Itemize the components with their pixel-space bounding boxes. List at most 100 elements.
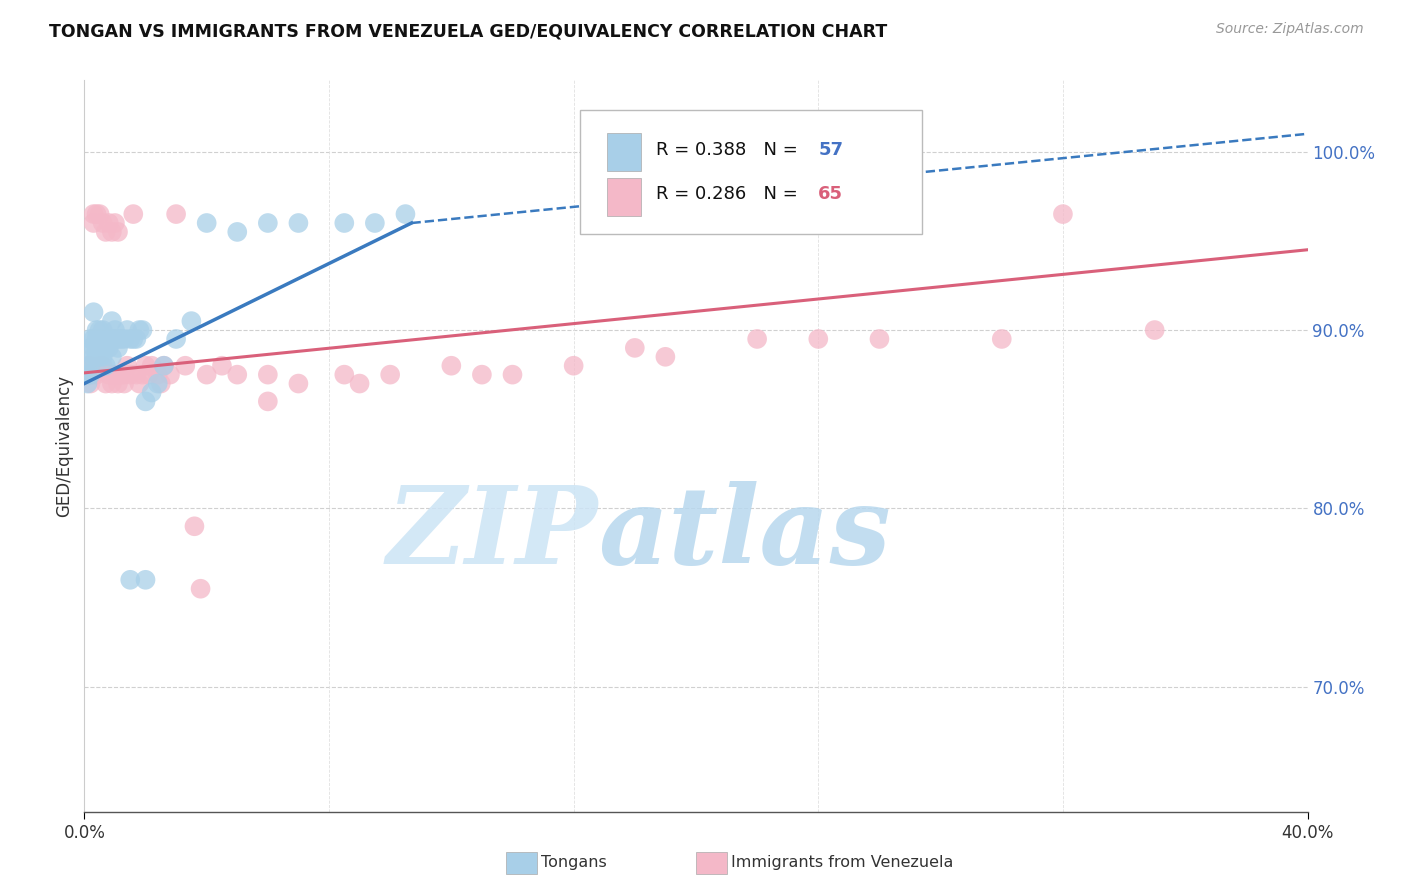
- Point: [226, 225, 249, 239]
- Point: [562, 359, 585, 373]
- Point: [86, 332, 108, 346]
- Point: [226, 368, 249, 382]
- Point: [107, 341, 129, 355]
- Point: [110, 332, 132, 346]
- Point: [190, 582, 212, 596]
- Point: [97, 368, 120, 382]
- Point: [79, 341, 101, 355]
- Point: [128, 323, 150, 337]
- Text: Immigrants from Venezuela: Immigrants from Venezuela: [731, 855, 953, 870]
- Point: [94, 341, 117, 355]
- Point: [747, 332, 769, 346]
- Point: [287, 376, 309, 391]
- Point: [146, 368, 169, 382]
- Point: [89, 207, 111, 221]
- Point: [79, 376, 101, 391]
- Point: [364, 216, 387, 230]
- Point: [101, 314, 124, 328]
- Point: [76, 376, 98, 391]
- Text: R = 0.388   N =: R = 0.388 N =: [655, 141, 803, 159]
- Point: [89, 323, 111, 337]
- Text: atlas: atlas: [598, 481, 891, 587]
- Point: [104, 216, 127, 230]
- Point: [89, 359, 111, 373]
- Point: [94, 332, 117, 346]
- Point: [86, 207, 108, 221]
- Point: [807, 332, 830, 346]
- Point: [257, 394, 280, 409]
- Point: [76, 368, 98, 382]
- Text: ZIP: ZIP: [387, 481, 598, 587]
- Point: [135, 394, 157, 409]
- Point: [502, 368, 524, 382]
- Point: [76, 359, 98, 373]
- Point: [83, 332, 105, 346]
- Point: [97, 341, 120, 355]
- Point: [89, 332, 111, 346]
- Point: [153, 359, 176, 373]
- Point: [79, 332, 101, 346]
- Point: [101, 376, 124, 391]
- Point: [257, 368, 280, 382]
- Point: [91, 216, 114, 230]
- Point: [112, 376, 135, 391]
- Point: [165, 332, 187, 346]
- Point: [107, 332, 129, 346]
- Point: [79, 368, 101, 382]
- Point: [141, 385, 163, 400]
- Point: [135, 573, 157, 587]
- Point: [869, 332, 891, 346]
- Point: [211, 359, 233, 373]
- Point: [112, 368, 135, 382]
- Point: [287, 216, 309, 230]
- Point: [76, 368, 98, 382]
- Point: [83, 216, 105, 230]
- Point: [183, 519, 205, 533]
- Point: [159, 368, 181, 382]
- Text: 57: 57: [818, 141, 844, 159]
- Point: [138, 368, 160, 382]
- Point: [89, 341, 111, 355]
- Point: [131, 323, 153, 337]
- Point: [83, 350, 105, 364]
- Point: [94, 376, 117, 391]
- Point: [257, 216, 280, 230]
- Point: [122, 332, 145, 346]
- Point: [97, 216, 120, 230]
- Point: [110, 368, 132, 382]
- Point: [76, 359, 98, 373]
- Point: [131, 368, 153, 382]
- Point: [380, 368, 402, 382]
- Point: [107, 225, 129, 239]
- Point: [86, 368, 108, 382]
- Point: [135, 359, 157, 373]
- Point: [79, 359, 101, 373]
- Point: [149, 376, 172, 391]
- Point: [394, 207, 416, 221]
- Point: [125, 332, 148, 346]
- Point: [122, 207, 145, 221]
- Point: [180, 314, 202, 328]
- Point: [91, 350, 114, 364]
- Point: [115, 323, 138, 337]
- Point: [94, 359, 117, 373]
- Point: [195, 368, 218, 382]
- FancyBboxPatch shape: [579, 110, 922, 234]
- Point: [101, 332, 124, 346]
- Point: [94, 225, 117, 239]
- Text: TONGAN VS IMMIGRANTS FROM VENEZUELA GED/EQUIVALENCY CORRELATION CHART: TONGAN VS IMMIGRANTS FROM VENEZUELA GED/…: [49, 22, 887, 40]
- Point: [101, 350, 124, 364]
- Point: [120, 573, 142, 587]
- Point: [86, 350, 108, 364]
- Point: [83, 341, 105, 355]
- Point: [1143, 323, 1166, 337]
- Point: [91, 359, 114, 373]
- Point: [91, 323, 114, 337]
- Point: [125, 368, 148, 382]
- Point: [624, 341, 647, 355]
- Point: [120, 368, 142, 382]
- Point: [107, 376, 129, 391]
- Point: [146, 376, 169, 391]
- Point: [79, 368, 101, 382]
- Point: [79, 359, 101, 373]
